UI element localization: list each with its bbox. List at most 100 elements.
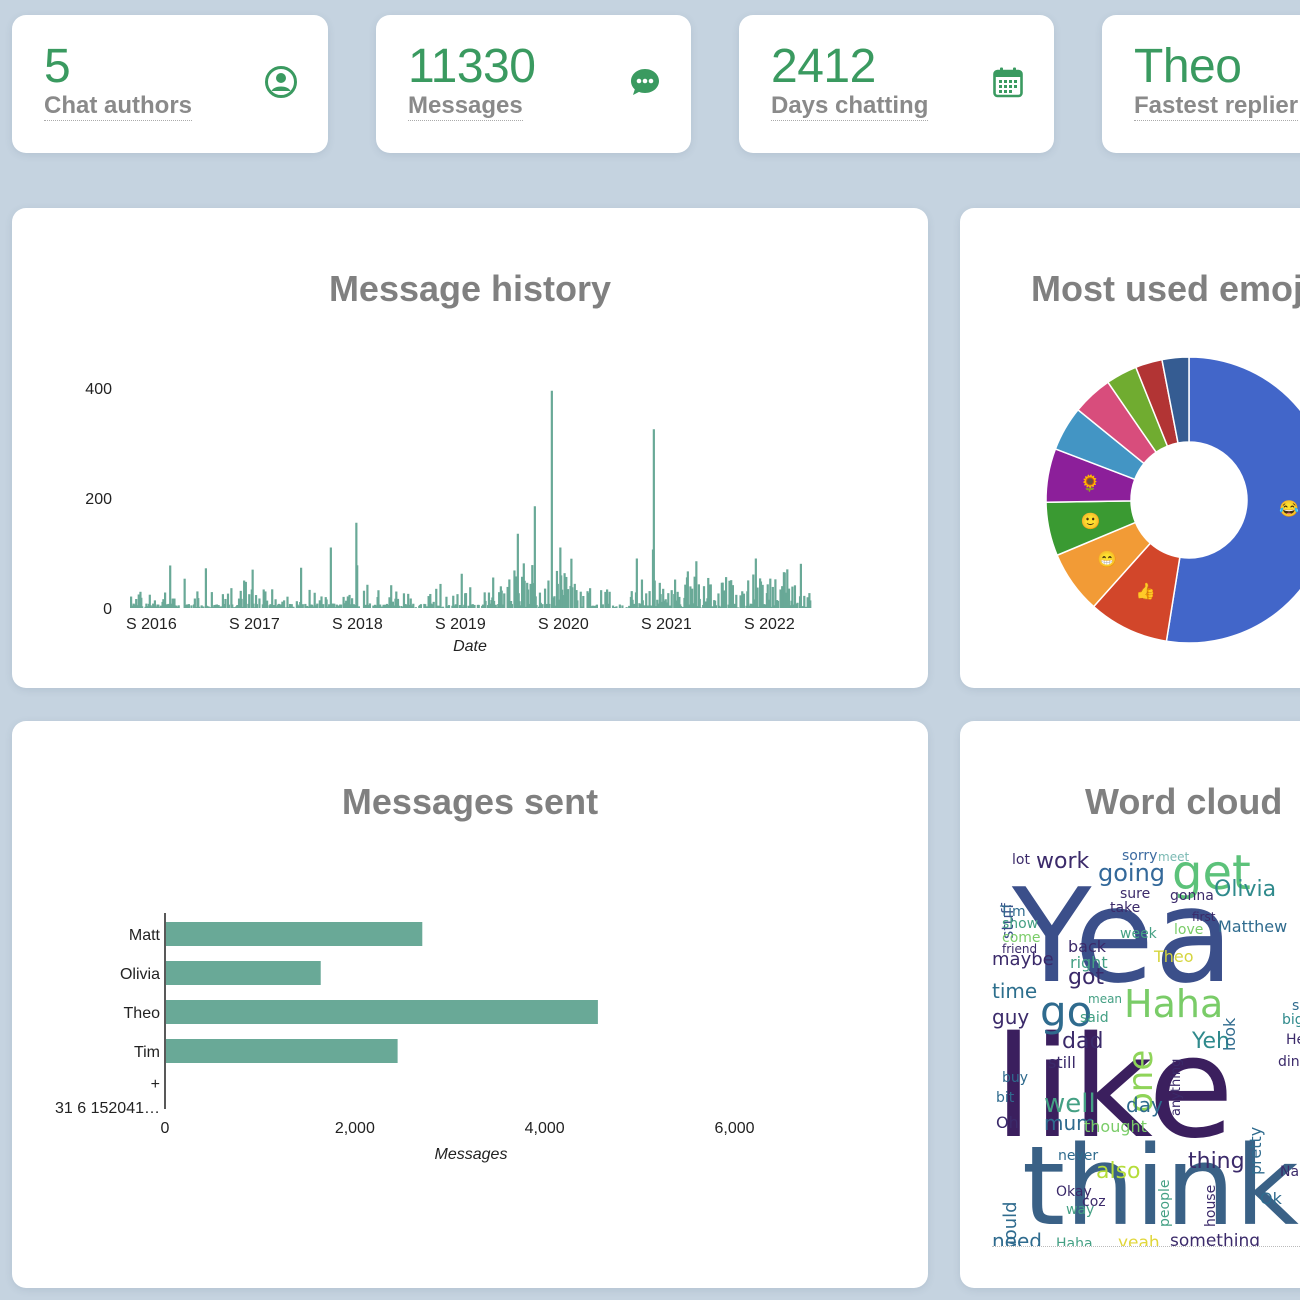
history-bar — [272, 604, 275, 608]
history-bars — [130, 390, 812, 608]
history-bar — [742, 593, 746, 608]
history-bar — [799, 563, 802, 608]
x-tick-label: S 2019 — [435, 616, 486, 633]
stat-label[interactable]: Days chatting — [771, 92, 929, 121]
history-bar — [684, 584, 687, 608]
stat-value: 11330 — [408, 40, 536, 93]
history-bar — [611, 605, 615, 608]
history-bar — [150, 606, 153, 608]
history-bar — [452, 595, 455, 608]
stat-label[interactable]: Messages — [408, 92, 523, 121]
history-bar — [676, 591, 679, 608]
word-cloud-word: Olivia — [1214, 877, 1277, 902]
history-bar — [346, 596, 349, 608]
history-bar — [145, 603, 148, 608]
history-bar — [516, 533, 519, 608]
history-bar — [356, 565, 359, 608]
history-bar — [649, 605, 652, 608]
panel-title: Messages sent — [341, 781, 599, 822]
history-bar — [279, 604, 282, 608]
x-tick-label: S 2021 — [641, 616, 692, 633]
history-bar — [781, 586, 784, 608]
history-bar — [753, 599, 756, 608]
history-bar — [750, 604, 753, 608]
chat-bubble-icon — [631, 69, 659, 95]
history-bar — [803, 595, 806, 608]
history-bar — [286, 596, 289, 608]
history-bar — [769, 578, 772, 608]
history-bar — [533, 506, 536, 608]
history-bar — [456, 594, 459, 608]
word-cloud-word: meet — [1158, 851, 1190, 864]
history-bar — [794, 603, 797, 608]
history-bar — [523, 580, 526, 608]
history-bar — [660, 601, 663, 608]
history-bar — [704, 601, 707, 608]
history-bar — [681, 606, 684, 608]
history-bar — [793, 585, 797, 608]
word-cloud-word: still — [1048, 1053, 1076, 1072]
history-bar — [200, 605, 203, 608]
history-bar — [517, 593, 520, 608]
history-bar — [553, 596, 556, 608]
history-bar — [606, 603, 610, 608]
history-bar — [635, 558, 638, 608]
word-cloud-word: work — [1036, 851, 1090, 874]
history-bar — [348, 594, 351, 608]
word-cloud-word: day — [1126, 1093, 1163, 1117]
stat-label[interactable]: Fastest replier — [1134, 92, 1299, 121]
messages-sent-chart[interactable]: Matt Olivia Theo Tim +31 6 152041…0 2,000 4,00… — [12, 721, 928, 1288]
history-bar — [424, 604, 427, 608]
history-bar — [342, 596, 345, 608]
message-history-chart[interactable]: 0 200 400 S 2016 S 2017 S 2018 S 2019 S 2020 S 2… — [12, 208, 928, 688]
history-bar — [506, 586, 509, 608]
history-bar — [412, 603, 415, 608]
stat-label[interactable]: Chat authors — [44, 92, 193, 121]
history-bar — [492, 577, 495, 608]
messages-sent-panel: Messages sent Matt Olivia Theo Tim +31 6 152… — [12, 721, 928, 1288]
history-bar — [717, 593, 720, 608]
history-bar — [766, 584, 769, 608]
word-cloud-word: maybe — [992, 949, 1054, 970]
history-bar — [373, 604, 377, 608]
history-bar — [382, 604, 385, 608]
x-tick-label: 4,000 — [525, 1120, 565, 1137]
history-bar — [197, 598, 200, 608]
history-bar — [806, 597, 809, 608]
history-bar — [498, 592, 501, 608]
history-bar — [284, 607, 287, 608]
word-cloud-word: thought — [1084, 1117, 1147, 1136]
history-bar — [786, 569, 789, 608]
history-bar — [252, 603, 255, 608]
history-bar — [560, 589, 564, 608]
history-bar — [495, 607, 498, 608]
history-bar — [710, 606, 713, 608]
history-bar — [227, 604, 230, 608]
history-bar — [140, 597, 143, 608]
history-bar — [308, 589, 311, 608]
history-bar — [458, 604, 462, 608]
history-bar — [654, 606, 657, 608]
word-cloud-word: people — [1157, 1179, 1173, 1227]
word-cloud-image: Yea like think get go Haha one well work going Oli… — [992, 851, 1300, 1247]
word-cloud-word: big — [1282, 1012, 1300, 1028]
history-bar — [481, 604, 485, 608]
history-bar — [202, 606, 205, 608]
history-bar — [494, 604, 497, 608]
word-cloud-word: lot — [1012, 852, 1030, 868]
emoji-slice-label: 👍 — [1136, 582, 1156, 601]
history-bar — [534, 596, 537, 608]
history-bar — [752, 574, 755, 608]
word-cloud-word: come — [1002, 930, 1041, 946]
word-cloud-word: think — [1022, 1122, 1299, 1247]
sent-bar — [166, 922, 423, 946]
emoji-donut-chart[interactable]: 😂 👍 😁 🙂 🌻 — [960, 208, 1300, 688]
history-bar — [248, 594, 251, 608]
history-bar — [253, 607, 256, 608]
history-bar — [679, 606, 683, 608]
word-cloud-word: shit — [1292, 998, 1300, 1014]
history-bar — [503, 593, 506, 608]
history-bar — [397, 605, 400, 608]
history-bar — [565, 576, 568, 608]
history-bar — [158, 607, 161, 608]
